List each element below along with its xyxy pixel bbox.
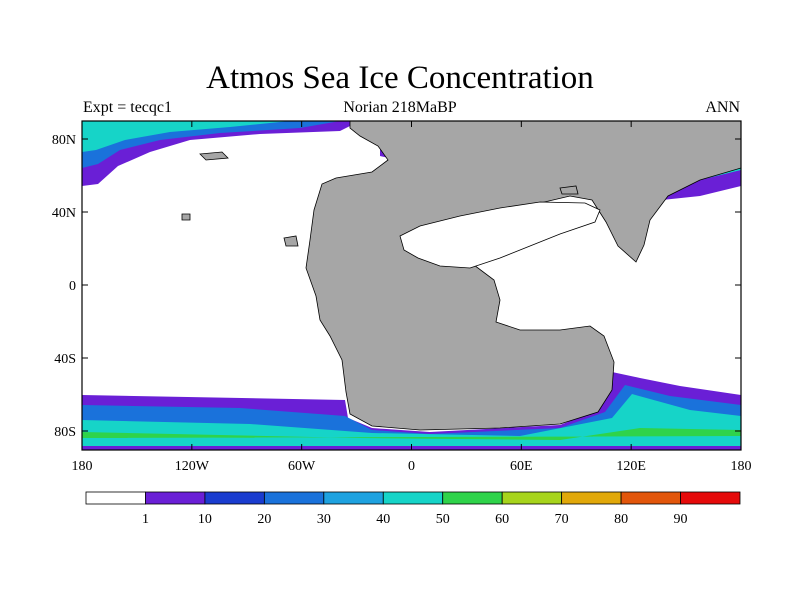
lat-label: 80N bbox=[52, 133, 76, 148]
colorbar-swatch bbox=[442, 491, 503, 505]
colorbar-label: 30 bbox=[317, 512, 331, 527]
colorbar-swatch bbox=[561, 491, 622, 505]
colorbar: 1 10 20 30 40 50 60 70 80 90 bbox=[85, 491, 741, 527]
lat-label: 40S bbox=[54, 352, 76, 367]
colorbar-label: 1 bbox=[142, 512, 149, 527]
lat-label: 40N bbox=[52, 206, 76, 221]
lon-label: 180 bbox=[72, 459, 93, 474]
colorbar-label: 90 bbox=[674, 512, 688, 527]
northern-sea-ice-west bbox=[82, 121, 360, 186]
colorbar-swatch bbox=[85, 491, 146, 505]
colorbar-label: 50 bbox=[436, 512, 450, 527]
colorbar-swatch bbox=[620, 491, 681, 505]
colorbar-swatch bbox=[204, 491, 265, 505]
colorbar-swatch bbox=[382, 491, 444, 505]
map-axes: 80N 40N 0 40S 80S 180 120W 60W 0 60E 120E 180 bbox=[52, 121, 752, 474]
colorbar-swatch bbox=[145, 491, 206, 505]
lon-label: 60W bbox=[288, 459, 316, 474]
lon-label: 60E bbox=[510, 459, 533, 474]
colorbar-swatch bbox=[680, 491, 741, 505]
colorbar-label: 60 bbox=[495, 512, 509, 527]
pangaea-landmass bbox=[305, 121, 741, 431]
map-panel bbox=[82, 121, 741, 450]
lat-label: 0 bbox=[69, 279, 76, 294]
colorbar-swatch bbox=[263, 491, 325, 505]
experiment-label: Expt = tecqc1 bbox=[83, 99, 172, 116]
colorbar-label: 10 bbox=[198, 512, 212, 527]
period-label: Norian 218MaBP bbox=[343, 99, 457, 116]
colorbar-label: 70 bbox=[555, 512, 569, 527]
lon-label: 180 bbox=[731, 459, 752, 474]
lon-label: 0 bbox=[408, 459, 415, 474]
colorbar-label: 20 bbox=[257, 512, 271, 527]
map-title: Atmos Sea Ice Concentration bbox=[206, 60, 594, 96]
lat-label: 80S bbox=[54, 425, 76, 440]
islands bbox=[181, 151, 579, 247]
colorbar-label: 80 bbox=[614, 512, 628, 527]
colorbar-swatch bbox=[323, 491, 384, 505]
tethys-sea bbox=[399, 201, 601, 269]
lon-label: 120W bbox=[175, 459, 210, 474]
colorbar-label: 40 bbox=[376, 512, 390, 527]
lon-label: 120E bbox=[616, 459, 646, 474]
colorbar-swatch bbox=[501, 491, 563, 505]
season-label: ANN bbox=[705, 99, 740, 116]
